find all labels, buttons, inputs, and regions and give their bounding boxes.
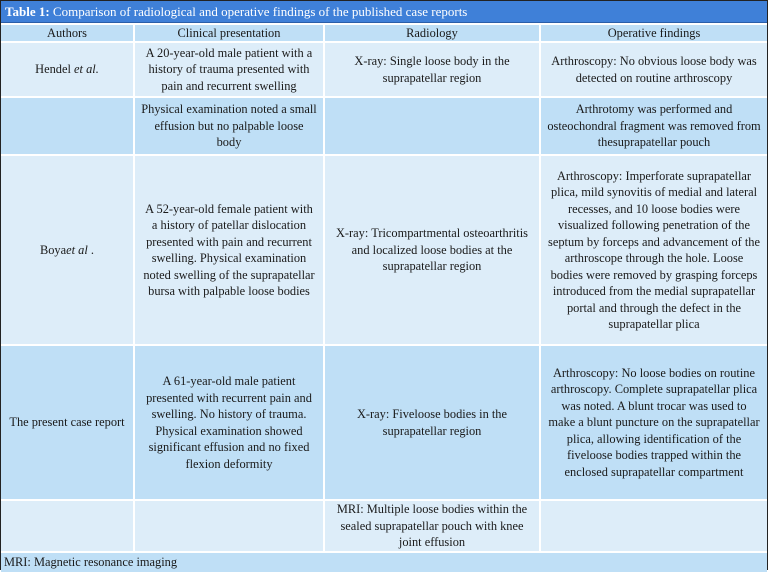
- author-cell: The present case report: [1, 344, 135, 501]
- table-row: Boyaet al . A 52-year-old female patient…: [1, 154, 767, 346]
- table-title: Comparison of radiological and operative…: [52, 4, 468, 19]
- radiology-cell: MRI: Multiple loose bodies within the se…: [323, 499, 541, 553]
- clinical-cell: A 20-year-old male patient with a histor…: [133, 41, 325, 98]
- clinical-cell: [133, 499, 325, 553]
- header-radiology: Radiology: [323, 23, 541, 43]
- author-suffix: .: [87, 242, 95, 257]
- radiology-cell: X-ray: Tricompartmental osteoarthritis a…: [323, 154, 541, 346]
- author-cell: Boyaet al .: [1, 154, 135, 346]
- clinical-cell: A 61-year-old male patient presented wit…: [133, 344, 325, 501]
- author-cell: [1, 96, 135, 156]
- table-row: Physical examination noted a small effus…: [1, 96, 767, 156]
- header-operative: Operative findings: [539, 23, 767, 43]
- table-row: The present case report A 61-year-old ma…: [1, 344, 767, 501]
- header-authors: Authors: [1, 23, 135, 43]
- comparison-table: Authors Clinical presentation Radiology …: [1, 23, 767, 553]
- operative-cell: Arthroscopy: No obvious loose body was d…: [539, 41, 767, 98]
- author-name: Boya: [39, 242, 67, 257]
- author-cell: [1, 499, 135, 553]
- author-etal: et al.: [74, 62, 99, 77]
- table-row: MRI: Multiple loose bodies within the se…: [1, 499, 767, 553]
- radiology-cell: [323, 96, 541, 156]
- author-etal: et al: [66, 242, 88, 257]
- clinical-cell: Physical examination noted a small effus…: [133, 96, 325, 156]
- radiology-cell: X-ray: Single loose body in the suprapat…: [323, 41, 541, 98]
- radiology-cell: X-ray: Fiveloose bodies in the suprapate…: [323, 344, 541, 501]
- operative-cell: Arthroscopy: Imperforate suprapatellar p…: [539, 154, 767, 346]
- table-caption: Table 1: Comparison of radiological and …: [1, 1, 767, 23]
- header-row: Authors Clinical presentation Radiology …: [1, 23, 767, 43]
- author-cell: Hendel et al.: [1, 41, 135, 98]
- table-label: Table 1:: [5, 4, 50, 19]
- operative-cell: Arthrotomy was performed and osteochondr…: [539, 96, 767, 156]
- operative-cell: Arthroscopy: No loose bodies on routine …: [539, 344, 767, 501]
- header-clinical: Clinical presentation: [133, 23, 325, 43]
- table-row: Hendel et al. A 20-year-old male patient…: [1, 41, 767, 98]
- table-footnote: MRI: Magnetic resonance imaging: [1, 552, 767, 572]
- operative-cell: [539, 499, 767, 553]
- author-name: Hendel: [35, 62, 75, 77]
- clinical-cell: A 52-year-old female patient with a hist…: [133, 154, 325, 346]
